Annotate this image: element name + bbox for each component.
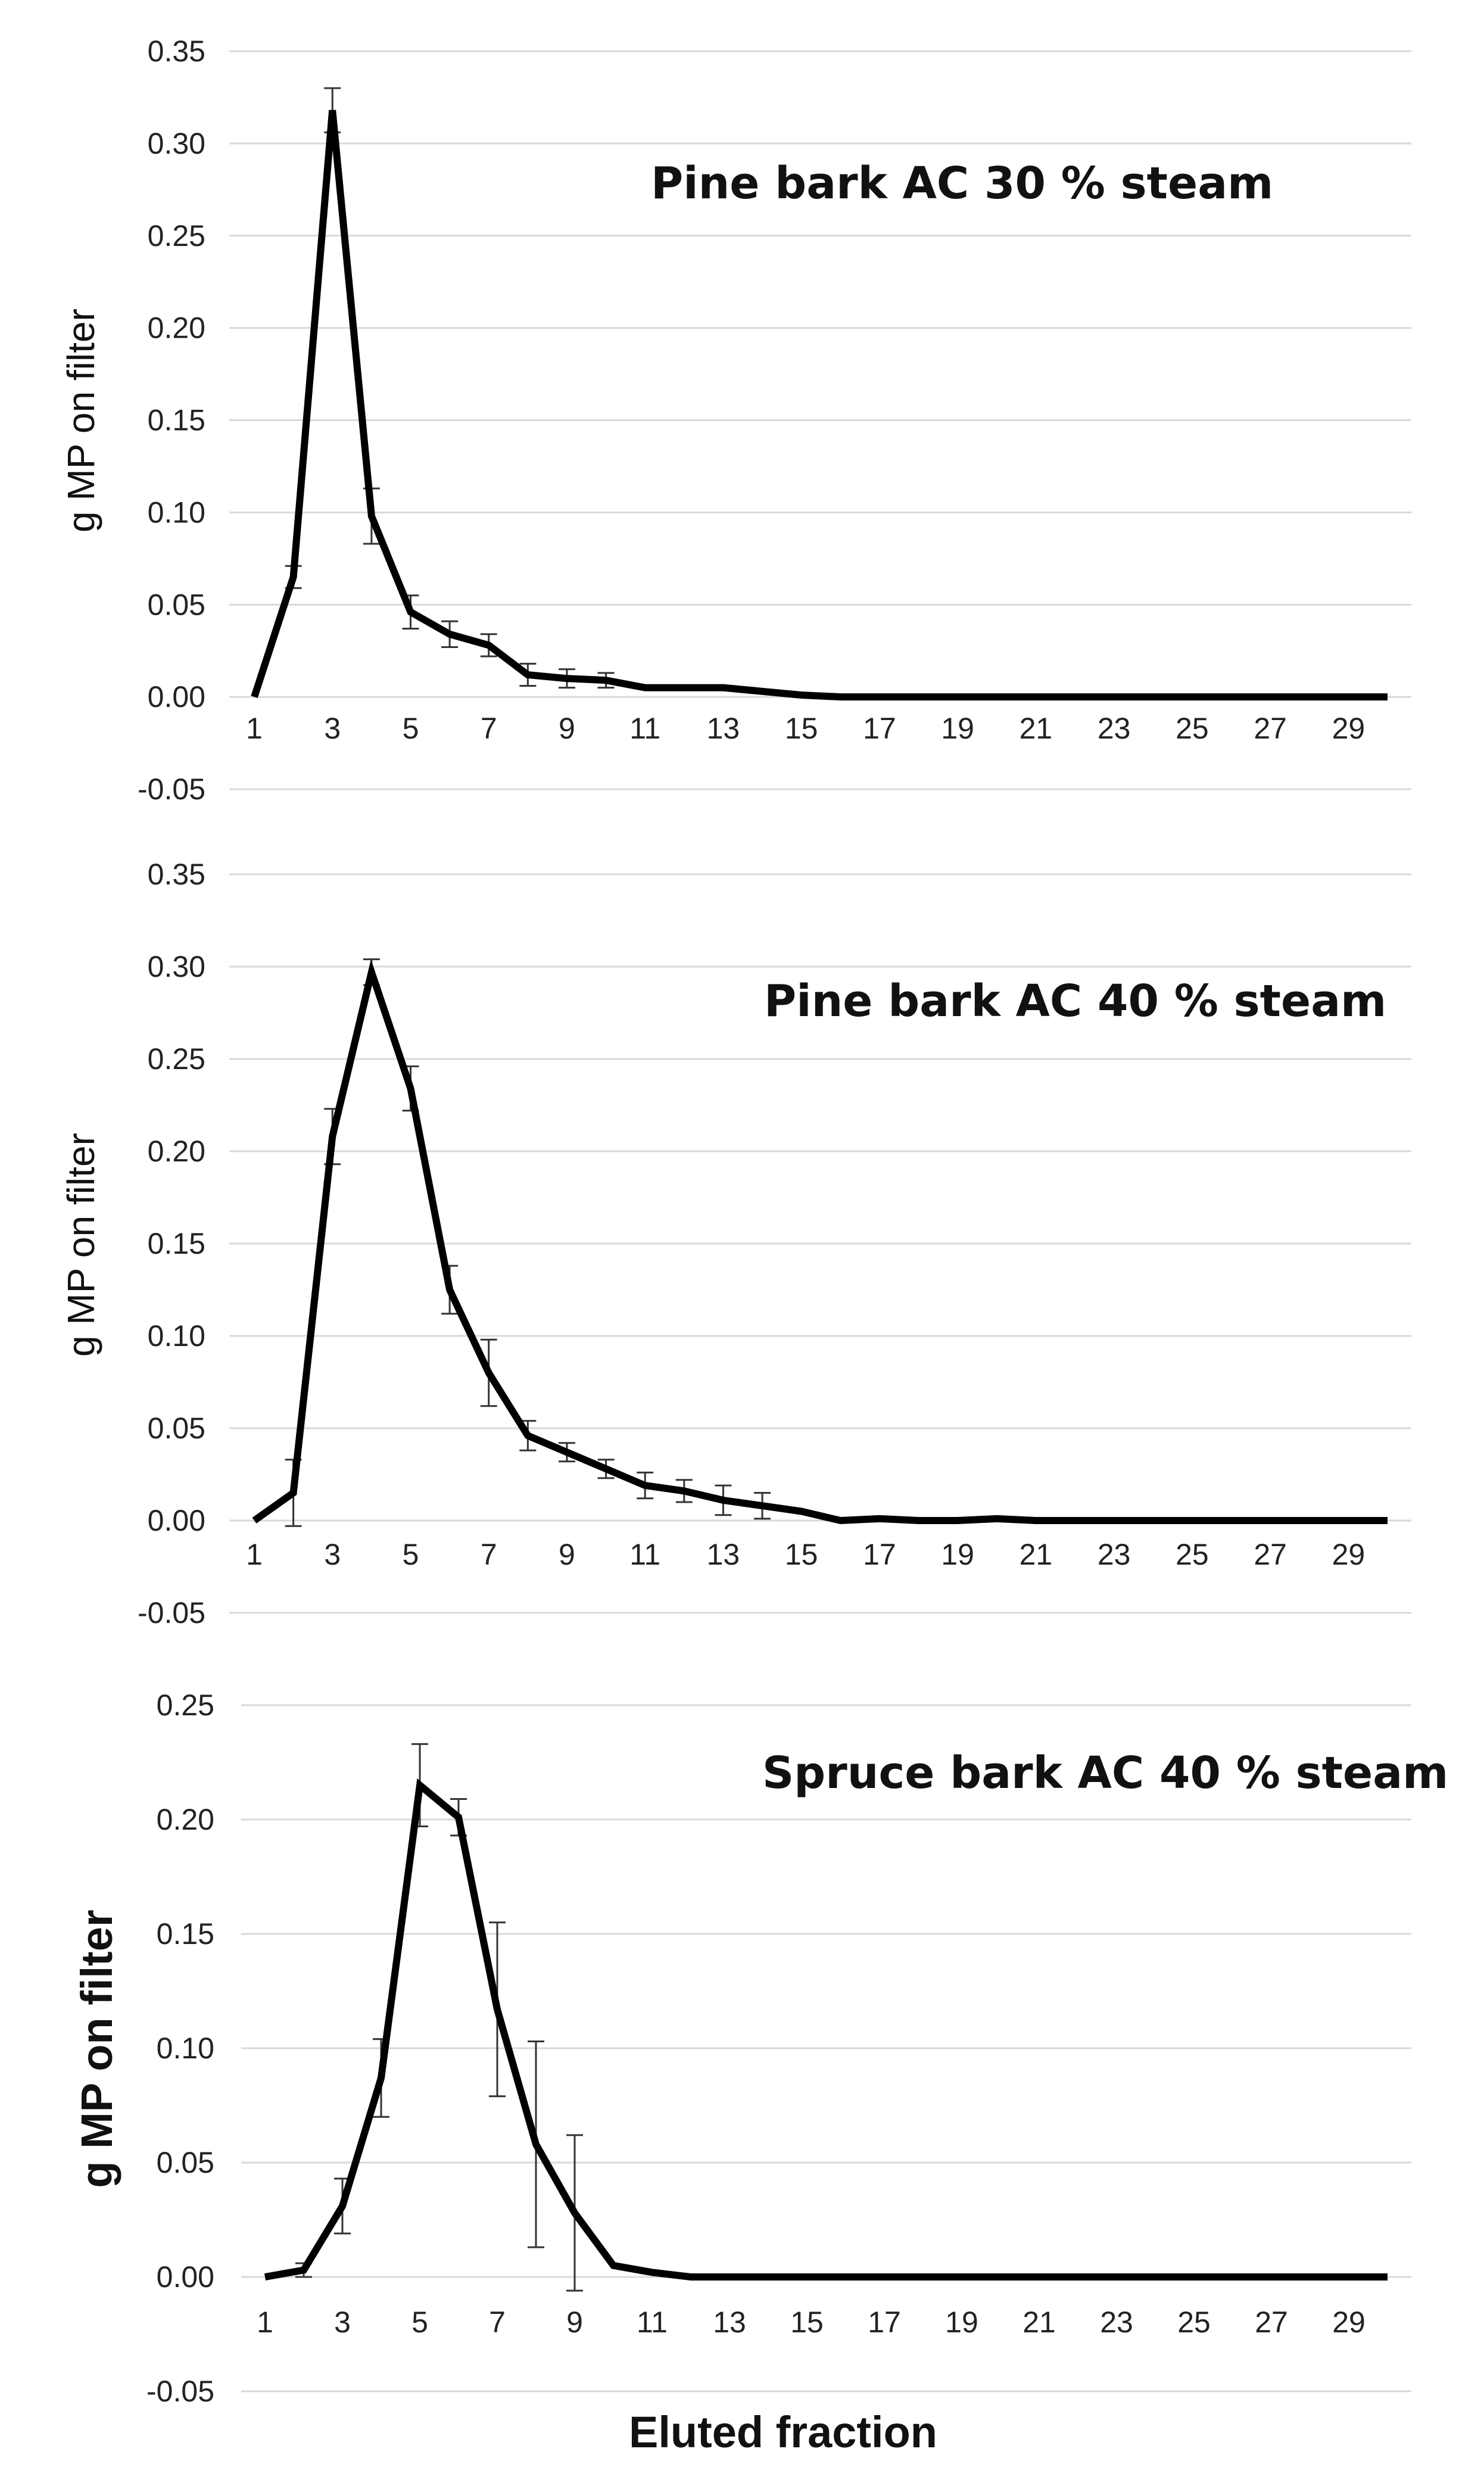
x-tick-label: 17 (863, 1538, 896, 1571)
x-tick-label: 25 (1177, 2306, 1211, 2339)
y-tick-label: 0.20 (148, 311, 205, 345)
x-tick-label: 7 (481, 1538, 497, 1571)
x-tick-label: 17 (868, 2306, 901, 2339)
x-tick-label: 27 (1254, 1538, 1287, 1571)
x-tick-label: 3 (324, 1538, 341, 1571)
y-tick-label: 0.25 (148, 219, 205, 253)
x-tick-label: 3 (324, 712, 341, 745)
x-tick-label: 19 (941, 712, 974, 745)
x-tick-label: 23 (1098, 712, 1131, 745)
x-tick-label: 9 (566, 2306, 583, 2339)
x-tick-label: 5 (403, 712, 419, 745)
y-tick-label: -0.05 (138, 772, 205, 806)
y-tick-label: 0.00 (148, 680, 205, 714)
chart-title: Pine bark AC 40 % steam (764, 976, 1386, 1027)
x-tick-label: 15 (785, 712, 818, 745)
y-tick-label: 0.35 (148, 858, 205, 891)
y-tick-label: -0.05 (146, 2375, 214, 2408)
y-tick-label: 0.35 (148, 35, 205, 68)
chart-title: Spruce bark AC 40 % steam (762, 1747, 1448, 1799)
x-tick-label: 27 (1254, 712, 1287, 745)
x-tick-label: 19 (941, 1538, 974, 1571)
x-tick-label: 21 (1020, 712, 1053, 745)
y-tick-label: 0.25 (148, 1042, 205, 1076)
y-tick-label: -0.05 (138, 1596, 205, 1630)
series-line (252, 959, 1388, 1525)
x-tick-label: 15 (790, 2306, 824, 2339)
x-tick-label: 9 (559, 712, 575, 745)
x-tick-label: 21 (1022, 2306, 1056, 2339)
chart-title: Pine bark AC 30 % steam (651, 158, 1273, 209)
x-tick-label: 17 (863, 712, 896, 745)
y-tick-label: 0.15 (148, 404, 205, 437)
x-tick-label: 7 (489, 2306, 506, 2339)
y-tick-label: 0.10 (157, 2032, 214, 2065)
y-tick-label: 0.25 (157, 1689, 214, 1722)
x-tick-label: 11 (629, 712, 660, 745)
y-tick-label: 0.10 (148, 1319, 205, 1353)
x-tick-label: 1 (246, 712, 263, 745)
y-tick-label: 0.05 (157, 2146, 214, 2179)
series-line (251, 110, 1388, 701)
x-tick-label: 23 (1098, 1538, 1131, 1571)
x-tick-label: 5 (403, 1538, 419, 1571)
y-tick-label: 0.30 (148, 950, 205, 983)
x-tick-label: 19 (945, 2306, 978, 2339)
y-tick-label: 0.00 (157, 2260, 214, 2294)
x-tick-label: 27 (1255, 2306, 1288, 2339)
x-tick-label: 15 (785, 1538, 818, 1571)
x-tick-label: 7 (481, 712, 497, 745)
x-tick-label: 1 (257, 2306, 273, 2339)
y-tick-label: 0.15 (157, 1917, 214, 1951)
y-tick-label: 0.05 (148, 588, 205, 621)
y-tick-label: 0.05 (148, 1412, 205, 1445)
x-tick-label: 11 (629, 1538, 660, 1571)
x-tick-label: 25 (1176, 1538, 1209, 1571)
x-axis-label: Eluted fraction (629, 2407, 937, 2457)
x-tick-label: 13 (713, 2306, 746, 2339)
x-tick-label: 9 (559, 1538, 575, 1571)
x-tick-label: 21 (1020, 1538, 1053, 1571)
x-tick-label: 1 (246, 1538, 263, 1571)
x-tick-label: 23 (1100, 2306, 1133, 2339)
x-tick-label: 11 (637, 2306, 668, 2339)
y-tick-label: 0.10 (148, 496, 205, 529)
y-axis-label: g MP on filter (60, 1133, 102, 1357)
y-axis-label: g MP on filter (60, 309, 102, 532)
x-tick-label: 29 (1332, 712, 1365, 745)
y-tick-label: 0.15 (148, 1227, 205, 1260)
y-tick-label: 0.20 (148, 1135, 205, 1168)
y-axis-label: g MP on filter (72, 1909, 121, 2188)
x-tick-label: 25 (1176, 712, 1209, 745)
x-tick-label: 29 (1332, 1538, 1365, 1571)
x-tick-label: 3 (334, 2306, 351, 2339)
x-tick-label: 5 (411, 2306, 428, 2339)
x-tick-label: 13 (707, 1538, 740, 1571)
chart-panel-spruce-40: -0.050.000.050.100.150.200.25 1 3 5 7 9 11 13 1… (72, 1689, 1448, 2457)
y-tick-label: 0.30 (148, 127, 205, 160)
y-tick-label: 0.20 (157, 1803, 214, 1836)
x-tick-label: 29 (1332, 2306, 1365, 2339)
series-line (264, 1778, 1388, 2281)
y-tick-label: 0.00 (148, 1504, 205, 1537)
x-tick-label: 13 (707, 712, 740, 745)
